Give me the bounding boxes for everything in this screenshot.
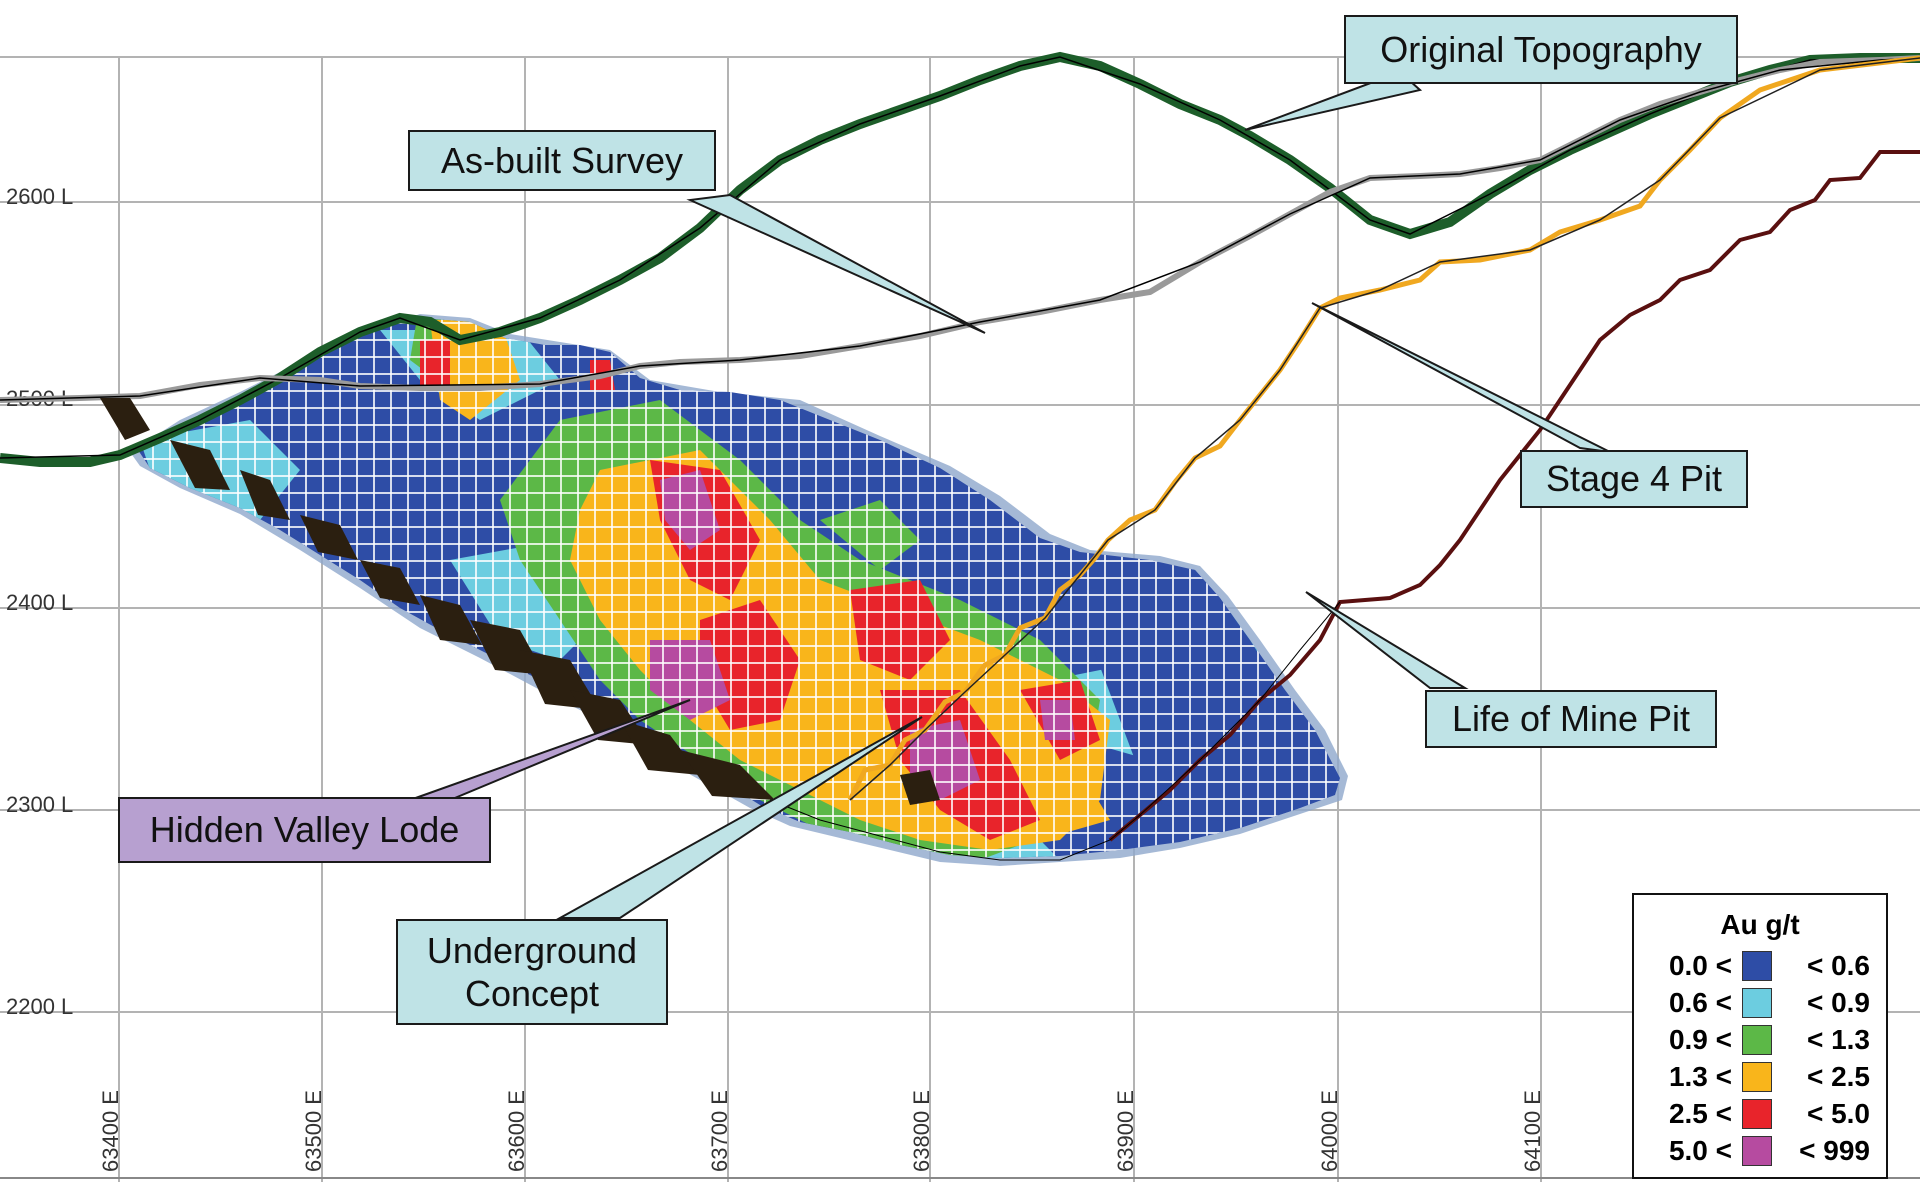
legend-low: 1.3 <: [1668, 1060, 1732, 1092]
legend-row: 1.3 < < 2.5: [1634, 1058, 1886, 1095]
callout-stage4-pit: Stage 4 Pit: [1520, 450, 1748, 508]
elevation-labels: 2600 L 2500 L 2400 L 2300 L 2200 L: [6, 184, 73, 1019]
ore-body-block-model: [130, 314, 1348, 866]
callout-leaders: [556, 70, 1611, 919]
callout-underground-line1: Underground: [426, 929, 638, 971]
legend-high: < 0.9: [1806, 986, 1870, 1018]
legend-low: 5.0 <: [1668, 1134, 1732, 1166]
legend-high: < 1.3: [1806, 1023, 1870, 1055]
legend-title: Au g/t: [1720, 909, 1800, 940]
easting-label-64000: 64000 E: [1317, 1090, 1342, 1172]
legend-row: 0.6 < < 0.9: [1634, 984, 1886, 1021]
grade-legend: Au g/t 0.0 < < 0.6 0.6 < < 0.9 0.9 < < 1…: [1632, 893, 1888, 1179]
callout-underground-line2: Concept: [464, 973, 600, 1014]
elevation-label-2200: 2200 L: [6, 994, 73, 1019]
callout-hidden-valley-lode: Hidden Valley Lode: [118, 797, 491, 863]
easting-label-63500: 63500 E: [301, 1090, 326, 1172]
easting-label-64100: 64100 E: [1520, 1090, 1545, 1172]
legend-low: 0.9 <: [1668, 1023, 1732, 1055]
legend-high: < 999: [1799, 1134, 1870, 1166]
legend-row: 5.0 < < 999: [1634, 1132, 1886, 1169]
original-topography-inner: [0, 56, 1920, 459]
legend-row: 0.0 < < 0.6: [1634, 947, 1886, 984]
legend-swatch: [1742, 1024, 1772, 1055]
legend-low: 0.6 <: [1668, 986, 1732, 1018]
legend-swatch: [1742, 1135, 1772, 1166]
legend-row: 2.5 < < 5.0: [1634, 1095, 1886, 1132]
legend-row: 0.9 < < 1.3: [1634, 1021, 1886, 1058]
callout-as-built-survey: As-built Survey: [408, 130, 716, 191]
life-of-mine-pit-inner: [769, 601, 1341, 861]
easting-labels: 63400 E 63500 E 63600 E 63700 E 63800 E …: [98, 1090, 1545, 1172]
stage4-pit-inner: [849, 57, 1920, 801]
easting-label-63600: 63600 E: [504, 1090, 529, 1172]
leader-life-of-mine-pit: [1305, 591, 1469, 689]
stage4-pit-line: [847, 55, 1920, 802]
callout-underground-concept: Underground Concept: [396, 919, 668, 1025]
underground-concept-stopes: [100, 398, 940, 805]
legend-high: < 0.6: [1806, 949, 1870, 981]
easting-label-63400: 63400 E: [98, 1090, 123, 1172]
legend-swatch: [1742, 950, 1772, 981]
leader-underground-concept: [556, 716, 923, 919]
legend-low: 0.0 <: [1668, 949, 1732, 981]
legend-low: 2.5 <: [1668, 1097, 1732, 1129]
legend-swatch: [1742, 1061, 1772, 1092]
easting-label-63800: 63800 E: [909, 1090, 934, 1172]
callout-original-topography: Original Topography: [1344, 15, 1738, 84]
easting-label-63900: 63900 E: [1113, 1090, 1138, 1172]
elevation-label-2300: 2300 L: [6, 792, 73, 817]
leader-as-built-survey: [686, 193, 986, 334]
as-built-survey-line: [0, 55, 1920, 403]
legend-high: < 5.0: [1806, 1097, 1870, 1129]
easting-label-63700: 63700 E: [707, 1090, 732, 1172]
legend-swatch: [1742, 1098, 1772, 1129]
leader-stage4-pit: [1311, 302, 1611, 453]
elevation-label-2600: 2600 L: [6, 184, 73, 209]
callout-life-of-mine-pit: Life of Mine Pit: [1425, 690, 1717, 748]
elevation-label-2400: 2400 L: [6, 590, 73, 615]
as-built-survey-inner: [0, 57, 1920, 401]
legend-high: < 2.5: [1806, 1060, 1870, 1092]
legend-swatch: [1742, 987, 1772, 1018]
